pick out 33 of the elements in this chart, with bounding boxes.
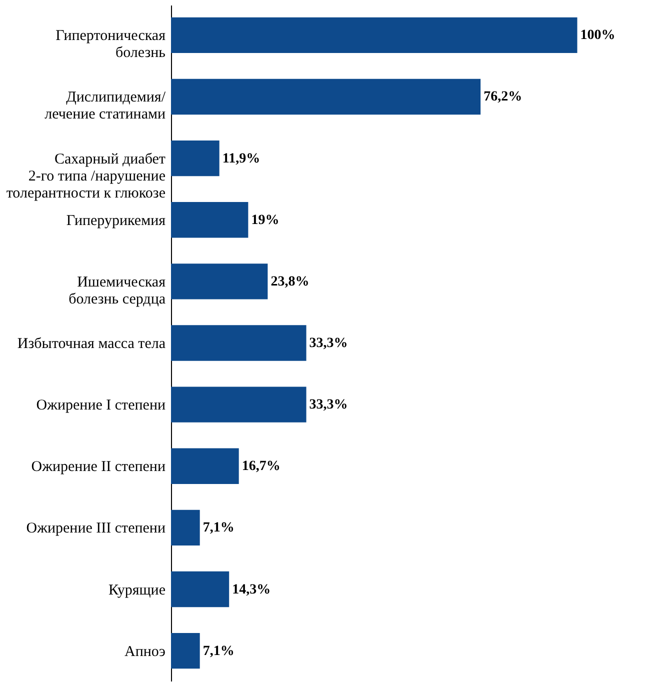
y-tick-label: Гипертоническая болезнь bbox=[56, 28, 166, 62]
data-label: 23,8% bbox=[270, 274, 310, 290]
bar bbox=[171, 325, 306, 361]
data-label: 7,1% bbox=[202, 644, 234, 659]
y-tick-label: Избыточная масса тела bbox=[17, 336, 166, 352]
bar bbox=[171, 140, 220, 176]
data-label: 100% bbox=[580, 28, 616, 44]
y-tick-label: Апноэ bbox=[124, 644, 166, 660]
data-label: 76,2% bbox=[484, 90, 522, 105]
bar bbox=[171, 17, 578, 54]
bar bbox=[171, 510, 200, 546]
data-label: 11,9% bbox=[222, 151, 260, 166]
bar bbox=[171, 632, 200, 669]
bar bbox=[171, 202, 248, 238]
y-tick-label: Курящие bbox=[108, 582, 166, 598]
bar bbox=[171, 386, 306, 422]
y-tick-label: Сахарный диабет 2-го типа /нарушение толерантности к глюкозе bbox=[6, 151, 166, 202]
data-label: 33,3% bbox=[309, 398, 348, 413]
data-label: 33,3% bbox=[309, 336, 348, 351]
data-label: 7,1% bbox=[202, 520, 234, 536]
y-tick-label: Ожирение I степени bbox=[36, 398, 166, 414]
y-tick-label: Ожирение II степени bbox=[31, 459, 166, 476]
data-label: 19% bbox=[251, 212, 280, 228]
y-tick-label: Ожирение III степени bbox=[26, 520, 166, 537]
bar bbox=[171, 448, 239, 484]
y-tick-label: Дислипидемия/ лечение статинами bbox=[44, 90, 166, 123]
data-label: 14,3% bbox=[232, 582, 271, 598]
data-label: 16,7% bbox=[242, 459, 280, 474]
y-tick-label: Гиперурикемия bbox=[66, 212, 166, 229]
bar bbox=[171, 264, 268, 300]
bar bbox=[171, 78, 481, 115]
y-tick-label: Ишемическая болезнь сердца bbox=[68, 274, 166, 308]
bar bbox=[171, 571, 230, 608]
